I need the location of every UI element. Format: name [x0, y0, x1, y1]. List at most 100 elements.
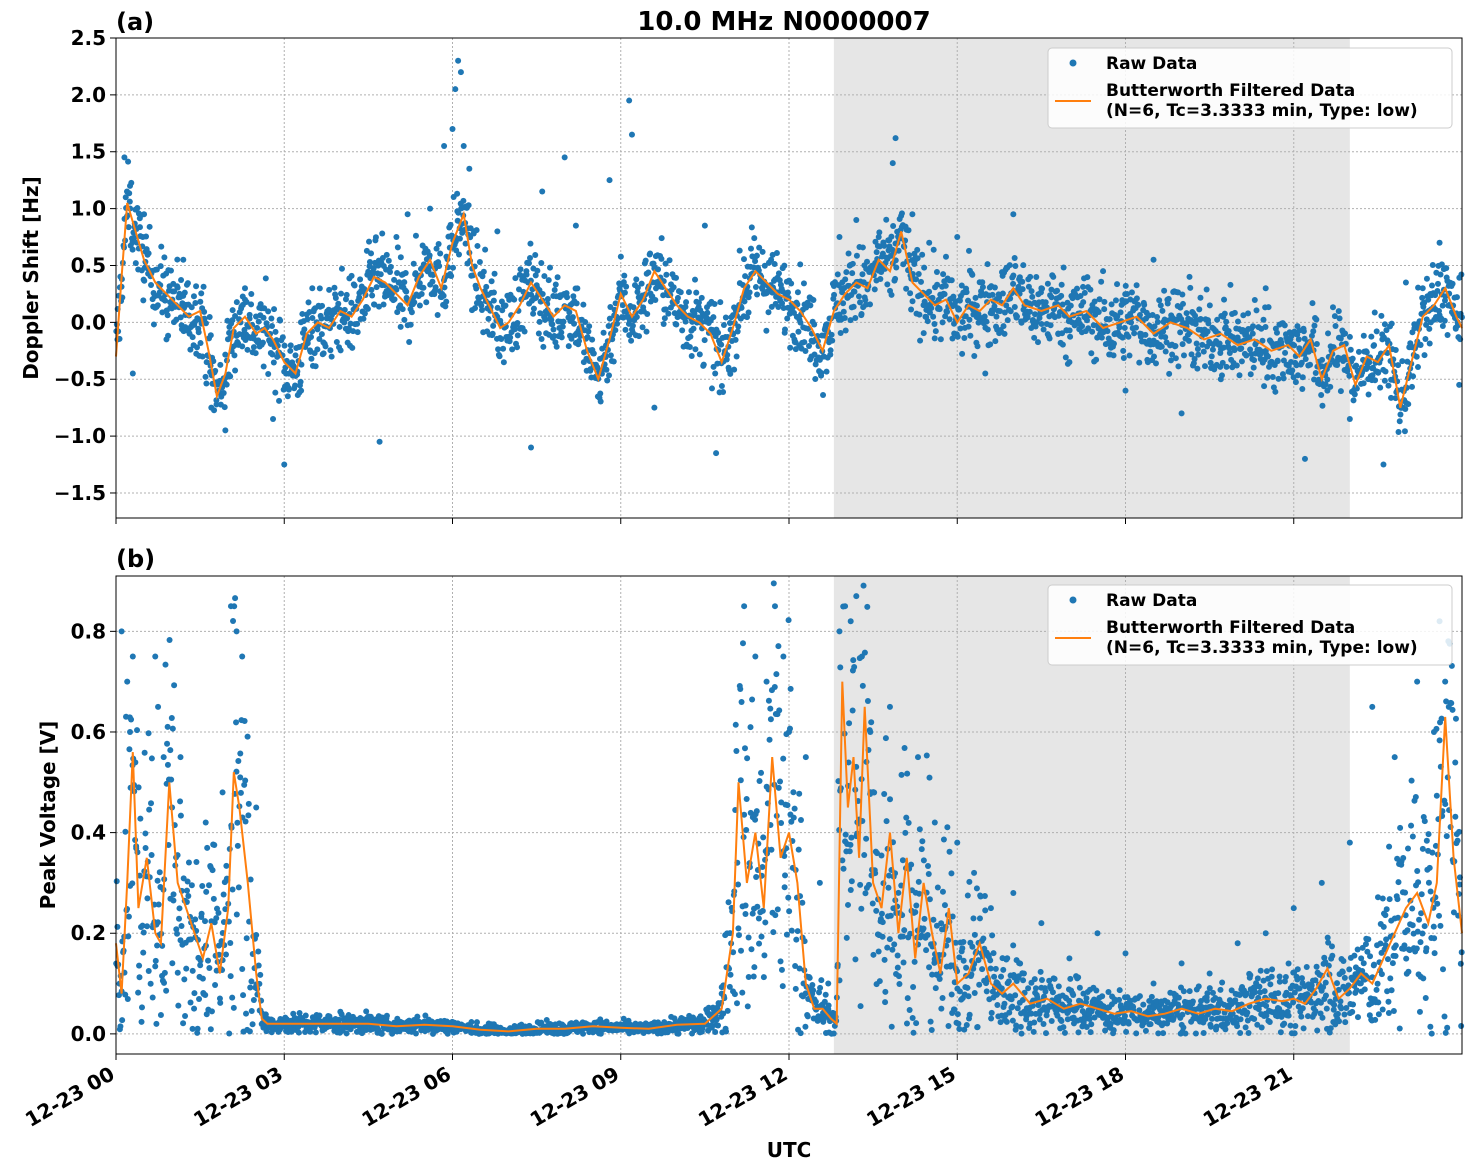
raw-data-point — [305, 299, 312, 306]
raw-data-point — [560, 318, 567, 325]
raw-data-point — [1011, 303, 1018, 310]
raw-data-point — [784, 315, 791, 322]
raw-data-point — [979, 966, 986, 973]
raw-data-point — [1349, 355, 1356, 362]
raw-data-point — [843, 269, 850, 276]
raw-data-point — [954, 1011, 961, 1018]
raw-data-point — [1180, 300, 1187, 307]
raw-data-point — [768, 846, 775, 853]
raw-data-point — [685, 289, 692, 296]
raw-data-point — [1238, 345, 1245, 352]
raw-data-point — [403, 288, 410, 295]
raw-data-point — [187, 936, 194, 943]
raw-data-point — [969, 271, 976, 278]
raw-data-point — [960, 938, 967, 945]
raw-data-point — [1019, 286, 1026, 293]
raw-data-point — [260, 363, 267, 370]
raw-data-point — [584, 334, 591, 341]
panel-label-a: (a) — [116, 8, 154, 36]
raw-data-point — [1429, 261, 1436, 268]
raw-data-point — [514, 319, 521, 326]
legend-raw-marker-a — [1069, 59, 1077, 67]
raw-data-point — [244, 346, 251, 353]
raw-data-point — [141, 277, 148, 284]
raw-data-point — [161, 979, 168, 986]
raw-data-point — [991, 284, 998, 291]
raw-data-point — [1429, 282, 1436, 289]
raw-data-point — [372, 234, 379, 241]
raw-data-point — [1260, 316, 1267, 323]
raw-data-point — [248, 290, 255, 297]
raw-data-point — [241, 285, 248, 292]
raw-data-point — [1058, 292, 1065, 299]
raw-data-point — [1244, 1009, 1251, 1016]
raw-data-point — [1322, 381, 1329, 388]
raw-data-point — [847, 887, 854, 894]
raw-data-point — [271, 306, 278, 313]
raw-data-point — [147, 980, 154, 987]
raw-data-point — [848, 878, 855, 885]
raw-data-point — [1054, 287, 1061, 294]
raw-data-point — [720, 388, 727, 395]
raw-data-point — [500, 345, 507, 352]
raw-data-point — [785, 894, 792, 901]
y-tick-label: 0.5 — [71, 253, 106, 277]
raw-data-point — [416, 280, 423, 287]
raw-data-point — [1275, 375, 1282, 382]
raw-data-point — [187, 999, 194, 1006]
raw-data-point — [663, 271, 670, 278]
raw-data-point — [246, 1028, 253, 1035]
raw-data-point — [755, 915, 762, 922]
raw-data-point — [351, 282, 358, 289]
raw-data-point — [861, 852, 868, 859]
raw-data-point — [1282, 974, 1289, 981]
raw-data-point — [1112, 297, 1119, 304]
raw-data-point — [905, 819, 912, 826]
raw-data-point — [125, 913, 132, 920]
raw-data-point — [432, 284, 439, 291]
raw-data-point — [490, 289, 497, 296]
raw-data-point — [1310, 328, 1317, 335]
raw-data-point — [773, 250, 780, 257]
raw-data-point — [222, 427, 229, 434]
raw-data-point — [1365, 391, 1372, 398]
raw-data-point — [1043, 1030, 1050, 1037]
raw-data-point — [250, 997, 257, 1004]
raw-data-point — [658, 235, 665, 242]
raw-data-point — [202, 991, 209, 998]
raw-data-point — [233, 299, 240, 306]
raw-data-point — [184, 878, 191, 885]
raw-data-point — [988, 1009, 995, 1016]
raw-data-point — [570, 293, 577, 300]
raw-data-point — [162, 297, 169, 304]
raw-data-point — [1388, 394, 1395, 401]
raw-data-point — [195, 329, 202, 336]
raw-data-point — [827, 347, 834, 354]
raw-data-point — [1161, 287, 1168, 294]
raw-data-point — [572, 222, 579, 229]
raw-data-point — [427, 205, 434, 212]
raw-data-point — [113, 878, 120, 885]
raw-data-point — [966, 878, 973, 885]
raw-data-point — [255, 337, 262, 344]
raw-data-point — [1093, 356, 1100, 363]
raw-data-point — [142, 830, 149, 837]
raw-data-point — [1121, 324, 1128, 331]
raw-data-point — [1434, 280, 1441, 287]
raw-data-point — [229, 886, 236, 893]
raw-data-point — [735, 881, 742, 888]
raw-data-point — [1413, 353, 1420, 360]
raw-data-point — [476, 259, 483, 266]
raw-data-point — [1396, 418, 1403, 425]
raw-data-point — [360, 315, 367, 322]
raw-data-point — [232, 595, 239, 602]
raw-data-point — [154, 302, 161, 309]
raw-data-point — [622, 326, 629, 333]
raw-data-point — [1337, 388, 1344, 395]
raw-data-point — [901, 927, 908, 934]
raw-data-point — [1380, 461, 1387, 468]
raw-data-point — [494, 304, 501, 311]
raw-data-point — [1107, 1020, 1114, 1027]
raw-data-point — [553, 343, 560, 350]
raw-data-point — [754, 291, 761, 298]
